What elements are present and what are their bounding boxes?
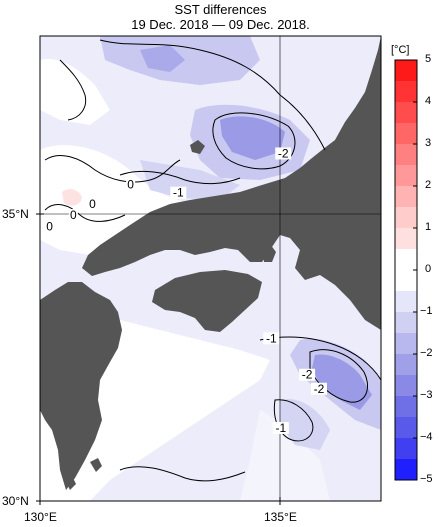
colorbar-swatch	[395, 228, 417, 249]
sea-neutral-region	[240, 410, 330, 501]
colorbar-swatch	[395, 459, 417, 480]
land-awaji-island	[262, 244, 276, 262]
sea-strong-cooling-region	[220, 116, 285, 160]
lat-label-30n: 30°N	[2, 494, 29, 508]
colorbar-tick-label: 0	[425, 263, 432, 275]
colorbar-tick-label: −3	[420, 389, 433, 401]
contour-label: -1	[266, 331, 277, 345]
contour-label-background	[275, 147, 292, 160]
colorbar-tick-label: 1	[425, 221, 432, 233]
contour-zero-west	[44, 155, 181, 183]
contour-label: -2	[302, 368, 313, 382]
contour-label-background	[126, 178, 136, 191]
frame-ticks	[36, 213, 281, 505]
contour-label-background	[299, 368, 316, 381]
colorbar-frame	[394, 59, 418, 481]
colorbar-tick-label: 2	[425, 179, 432, 191]
colorbar-swatch	[395, 438, 417, 459]
colorbar-swatch	[395, 354, 417, 375]
colorbar-tick-label: 4	[425, 95, 432, 107]
colorbar-swatch	[395, 207, 417, 228]
contour-label-background	[272, 421, 289, 434]
map-frame	[39, 35, 382, 502]
colorbar-swatch	[395, 312, 417, 333]
colorbar-swatch	[395, 123, 417, 144]
contour-label-background	[45, 220, 55, 233]
colorbar-tick-label: 5	[425, 53, 432, 65]
colorbar-swatch	[395, 144, 417, 165]
land-kyushu	[40, 282, 122, 490]
sea-strong-cooling-region	[312, 354, 372, 410]
colorbar-tick-label: −4	[420, 431, 433, 443]
contour-label: 0	[127, 177, 134, 191]
colorbar-swatch	[395, 396, 417, 417]
contour-label: 0	[70, 208, 77, 222]
lon-label-130e: 130°E	[24, 510, 57, 524]
sea-strong-cooling-region	[140, 45, 185, 72]
contour-label: -2	[314, 382, 325, 396]
colorbar	[395, 59, 417, 481]
colorbar-swatch	[395, 417, 417, 438]
contour-minus-1-west	[119, 170, 241, 185]
sea-neutral-region	[40, 59, 110, 125]
contour-label-background	[263, 332, 280, 345]
colorbar-swatch	[395, 333, 417, 354]
colorbar-swatch	[395, 375, 417, 396]
contour-label: -1	[173, 186, 184, 200]
colorbar-tick-label: 3	[425, 137, 432, 149]
contour-zero-south	[119, 466, 246, 482]
contour-minus-1-southeast	[259, 336, 381, 381]
colorbar-tick-label: −2	[420, 347, 433, 359]
colorbar-unit: [°C]	[391, 44, 410, 56]
contour-zero-northwest	[59, 59, 87, 121]
colorbar-swatch	[395, 186, 417, 207]
colorbar-swatch	[395, 102, 417, 123]
lon-label-135e: 135°E	[264, 510, 297, 524]
contour-label-background	[68, 209, 78, 222]
colorbar-swatch	[395, 249, 417, 291]
land-shikoku	[152, 270, 262, 332]
land-small-island	[90, 458, 102, 472]
contour-label-background	[311, 382, 327, 395]
contour-lines	[44, 39, 381, 482]
colorbar-tick-label: −5	[420, 473, 433, 485]
land-oki-islands	[190, 140, 205, 154]
land-small-island	[65, 476, 76, 490]
contour-label: 0	[89, 197, 96, 211]
colorbar-tick-label: −1	[420, 305, 433, 317]
colorbar-swatch	[395, 165, 417, 186]
sea-cooling-region	[280, 399, 330, 450]
colorbar-swatch	[395, 81, 417, 102]
land-honshu	[82, 36, 381, 330]
contour-label: -1	[276, 421, 287, 435]
contour-label: 0	[46, 219, 53, 233]
contour-label: -2	[278, 146, 289, 160]
contour-minus-1-north	[99, 39, 326, 151]
contour-label-background	[170, 186, 187, 199]
map-title: SST differences	[174, 2, 267, 17]
colorbar-swatch	[395, 291, 417, 312]
colorbar-swatch	[395, 60, 417, 81]
sea-cooling-region	[140, 160, 240, 200]
sea-warming-patch	[62, 189, 82, 206]
lat-label-35n: 35°N	[2, 207, 29, 221]
map-date-range: 19 Dec. 2018 — 09 Dec. 2018.	[131, 17, 310, 32]
contour-label-background	[87, 197, 97, 210]
contour-zero-southwest	[44, 204, 126, 222]
